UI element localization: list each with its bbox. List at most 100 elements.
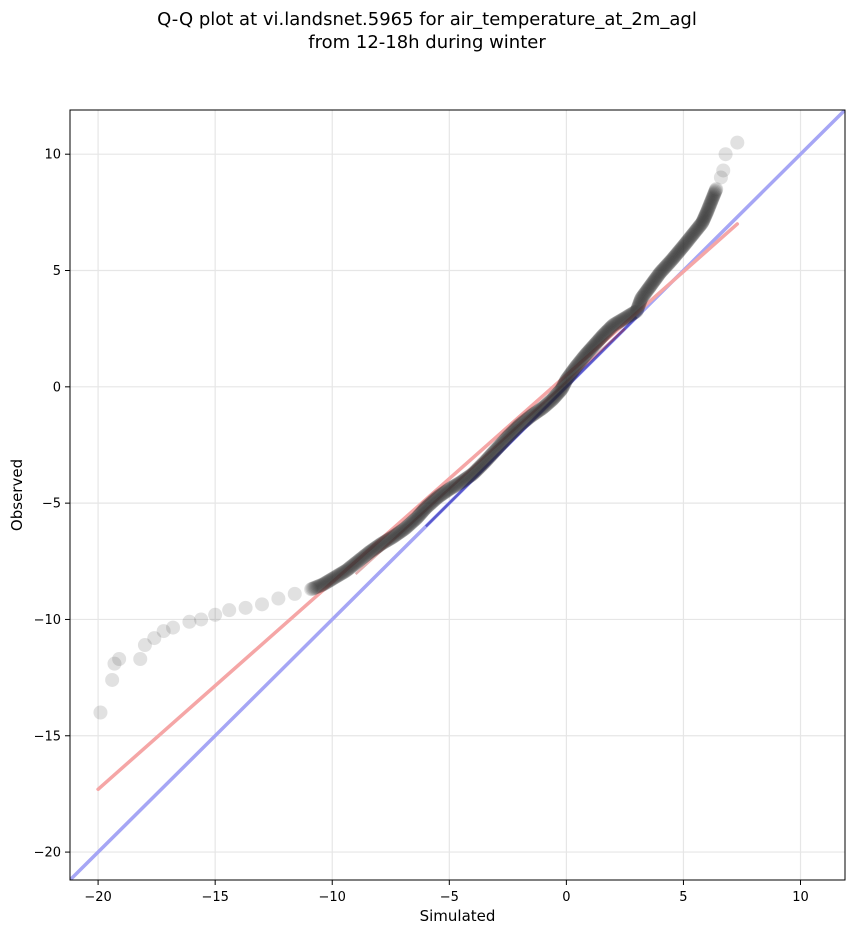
quantile-point <box>604 319 619 334</box>
quantile-point <box>427 492 442 507</box>
quantile-point <box>510 419 525 434</box>
quantile-point <box>652 266 667 281</box>
quantile-point <box>389 527 404 542</box>
quantile-point <box>460 470 475 485</box>
quantile-point <box>426 494 441 509</box>
quantile-point <box>563 366 578 381</box>
quantile-point <box>601 323 616 338</box>
quantile-point <box>517 414 532 429</box>
quantile-point <box>447 479 462 494</box>
quantile-point <box>531 404 546 419</box>
quantile-point <box>692 219 707 234</box>
quantile-point <box>437 485 452 500</box>
quantile-point <box>585 339 600 354</box>
quantile-point <box>454 474 469 489</box>
quantile-point <box>208 607 223 622</box>
quantile-point <box>699 205 714 220</box>
plot-frame <box>69 109 846 881</box>
quantile-point <box>470 462 485 477</box>
quantile-point <box>584 341 599 356</box>
quantile-point <box>637 286 652 301</box>
quantile-point <box>633 293 648 308</box>
quantile-point <box>469 462 484 477</box>
quantile-point <box>626 306 641 321</box>
quantile-point <box>697 210 712 225</box>
quantile-point <box>648 271 663 286</box>
quantile-point <box>658 259 673 274</box>
quantile-point <box>672 243 687 258</box>
quantile-point <box>610 315 625 330</box>
grid <box>70 110 845 880</box>
quantile-point <box>676 239 691 254</box>
quantile-point <box>601 322 616 337</box>
quantile-point <box>465 467 480 482</box>
quantile-point <box>254 597 269 612</box>
quantile-point <box>703 197 718 212</box>
quantile-point <box>633 294 648 309</box>
quantile-point <box>599 324 614 339</box>
quantile-point <box>452 475 467 490</box>
quantile-point <box>633 292 648 307</box>
quantile-point <box>718 147 733 162</box>
quantile-point <box>587 337 602 352</box>
iqr-fit-line <box>354 327 626 576</box>
quantile-point <box>430 490 445 505</box>
quantile-point <box>713 170 728 185</box>
quantile-point <box>484 447 499 462</box>
quantile-point <box>521 411 536 426</box>
quantile-point <box>358 548 373 563</box>
quantile-point <box>482 449 497 464</box>
quantile-point <box>520 412 535 427</box>
quantile-point <box>570 358 585 373</box>
quantile-point <box>596 328 611 343</box>
quantile-point <box>553 383 568 398</box>
quantile-point <box>400 519 415 534</box>
quantile-point <box>478 454 493 469</box>
y-axis-label: Observed <box>8 459 26 531</box>
quantile-point <box>356 549 371 564</box>
quantile-point <box>454 475 469 490</box>
quantile-point <box>503 427 518 442</box>
quantile-point <box>597 326 612 341</box>
quantile-point <box>654 264 669 279</box>
quantile-point <box>466 466 481 481</box>
quantile-point <box>592 332 607 347</box>
y-tick-label: −5 <box>42 497 61 512</box>
quantile-point <box>480 451 495 466</box>
quantile-point <box>690 221 705 236</box>
quantile-point <box>343 560 358 575</box>
quantile-point <box>287 586 302 601</box>
quantile-point <box>316 576 331 591</box>
quantile-point <box>582 343 597 358</box>
quantile-point <box>471 461 486 476</box>
quantile-point <box>499 431 514 446</box>
quantile-point <box>376 535 391 550</box>
quantile-point <box>367 541 382 556</box>
quantile-point <box>416 503 431 518</box>
quantile-point <box>628 304 643 319</box>
quantile-point <box>494 437 509 452</box>
quantile-point <box>549 388 564 403</box>
quantile-point <box>491 439 506 454</box>
quantile-point <box>688 224 703 239</box>
quantile-point <box>537 399 552 414</box>
quantile-point <box>312 578 327 593</box>
quantile-point <box>443 481 458 496</box>
quantile-point <box>427 493 441 508</box>
quantile-point <box>307 580 322 595</box>
quantile-point <box>571 356 586 371</box>
quantile-point <box>577 349 592 364</box>
quantile-point <box>479 452 494 467</box>
quantile-point <box>476 456 491 471</box>
quantile-point <box>522 410 537 425</box>
quantile-point <box>401 518 416 533</box>
quantile-point <box>613 313 628 328</box>
quantile-point <box>645 275 660 290</box>
quantile-point <box>705 190 720 205</box>
quantile-point <box>650 269 665 284</box>
quantile-point <box>614 313 629 328</box>
quantile-point <box>420 499 435 514</box>
quantile-point <box>495 435 510 450</box>
quantile-point <box>694 216 709 231</box>
quantile-point <box>305 581 320 596</box>
